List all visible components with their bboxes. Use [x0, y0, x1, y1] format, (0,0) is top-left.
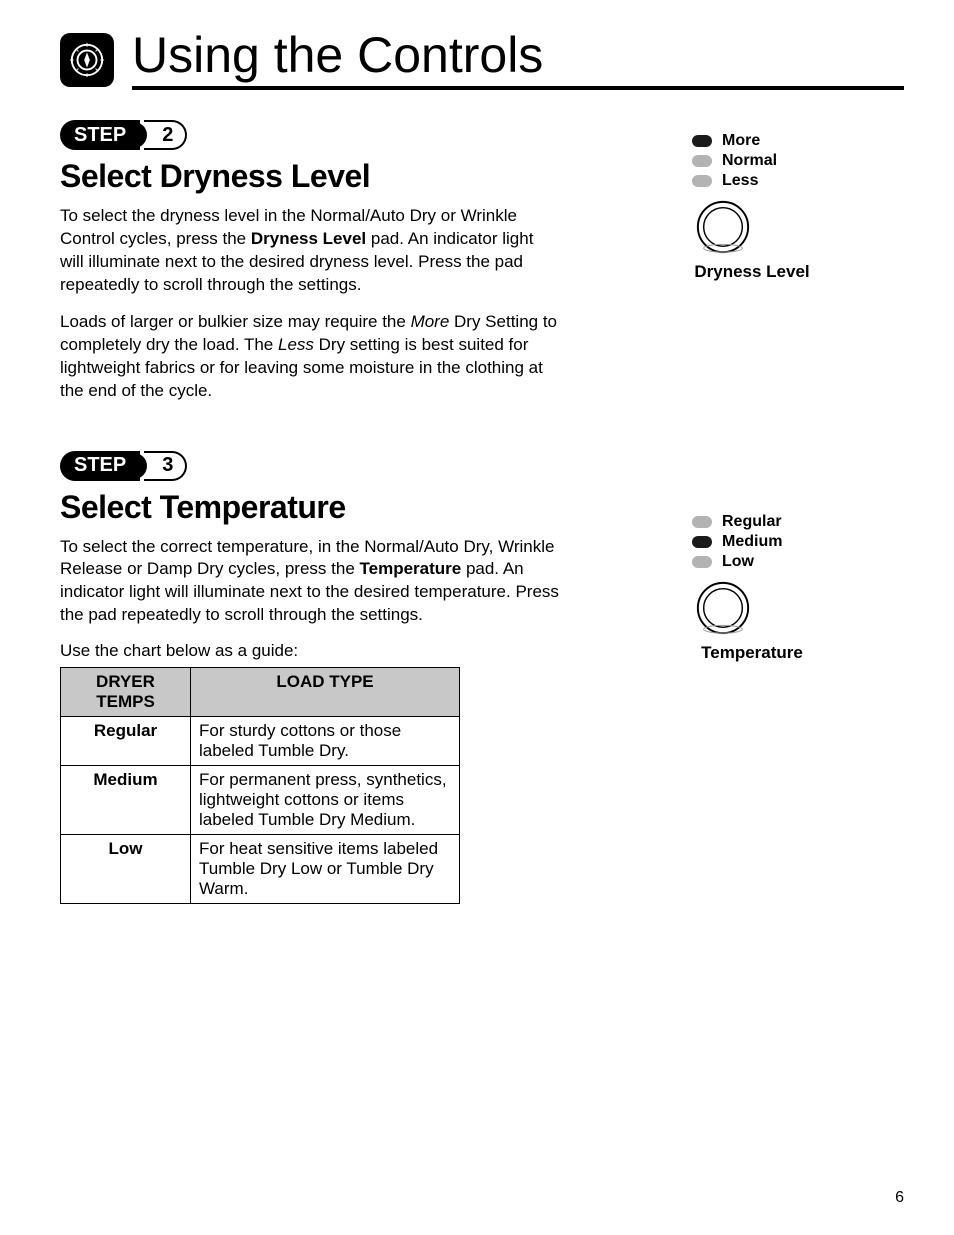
- step-label: STEP: [60, 120, 140, 150]
- body-text: To select the dryness level in the Norma…: [60, 205, 560, 297]
- option-label: Less: [722, 172, 758, 190]
- indicator-led-icon: [692, 516, 712, 528]
- temp-name: Regular: [61, 717, 191, 766]
- text: Loads of larger or bulkier size may requ…: [60, 312, 411, 331]
- body-text: Loads of larger or bulkier size may requ…: [60, 311, 560, 403]
- indicator-led-icon: [692, 556, 712, 568]
- control-option: Less: [692, 172, 832, 190]
- control-caption: Temperature: [672, 643, 832, 663]
- option-label: Regular: [722, 513, 782, 531]
- text-italic: More: [411, 312, 450, 331]
- section-heading: Select Dryness Level: [60, 158, 560, 195]
- option-label: Normal: [722, 152, 777, 170]
- step-label: STEP: [60, 451, 140, 481]
- option-label: More: [722, 132, 760, 150]
- indicator-led-icon: [692, 135, 712, 147]
- temp-description: For sturdy cottons or those labeled Tumb…: [191, 717, 460, 766]
- page-header: Using the Controls: [60, 30, 904, 90]
- step-badge: STEP 2: [60, 120, 187, 150]
- step3-section: STEP 3 Select Temperature To select the …: [60, 451, 904, 905]
- step2-section: STEP 2 Select Dryness Level To select th…: [60, 120, 904, 417]
- step-number: 3: [144, 451, 187, 481]
- temp-name: Medium: [61, 766, 191, 835]
- table-row: LowFor heat sensitive items labeled Tumb…: [61, 835, 460, 904]
- text-bold: Temperature: [360, 559, 462, 578]
- dial-button: [694, 579, 832, 637]
- step-number: 2: [144, 120, 187, 150]
- control-option: More: [692, 132, 832, 150]
- guide-text: Use the chart below as a guide:: [60, 641, 560, 661]
- page-title: Using the Controls: [132, 30, 904, 90]
- control-caption: Dryness Level: [672, 262, 832, 282]
- dryness-control-diagram: More Normal Less Dryness Level: [672, 130, 832, 282]
- indicator-led-icon: [692, 536, 712, 548]
- step-badge: STEP 3: [60, 451, 187, 481]
- temperature-table: DRYER TEMPS LOAD TYPE RegularFor sturdy …: [60, 667, 460, 904]
- page-number: 6: [895, 1189, 904, 1207]
- option-label: Low: [722, 553, 754, 571]
- control-option: Normal: [692, 152, 832, 170]
- dial-button: [694, 198, 832, 256]
- indicator-led-icon: [692, 175, 712, 187]
- dial-icon: [60, 33, 114, 87]
- table-row: MediumFor permanent press, synthetics, l…: [61, 766, 460, 835]
- indicator-led-icon: [692, 155, 712, 167]
- control-option: Regular: [692, 513, 832, 531]
- temp-description: For heat sensitive items labeled Tumble …: [191, 835, 460, 904]
- body-text: To select the correct temperature, in th…: [60, 536, 560, 628]
- temperature-control-diagram: Regular Medium Low Temperature: [672, 511, 832, 663]
- control-option: Low: [692, 553, 832, 571]
- table-row: RegularFor sturdy cottons or those label…: [61, 717, 460, 766]
- text-bold: Dryness Level: [251, 229, 366, 248]
- table-header: LOAD TYPE: [191, 668, 460, 717]
- text-italic: Less: [278, 335, 314, 354]
- temp-name: Low: [61, 835, 191, 904]
- table-header: DRYER TEMPS: [61, 668, 191, 717]
- section-heading: Select Temperature: [60, 489, 560, 526]
- control-option: Medium: [692, 533, 832, 551]
- temp-description: For permanent press, synthetics, lightwe…: [191, 766, 460, 835]
- option-label: Medium: [722, 533, 782, 551]
